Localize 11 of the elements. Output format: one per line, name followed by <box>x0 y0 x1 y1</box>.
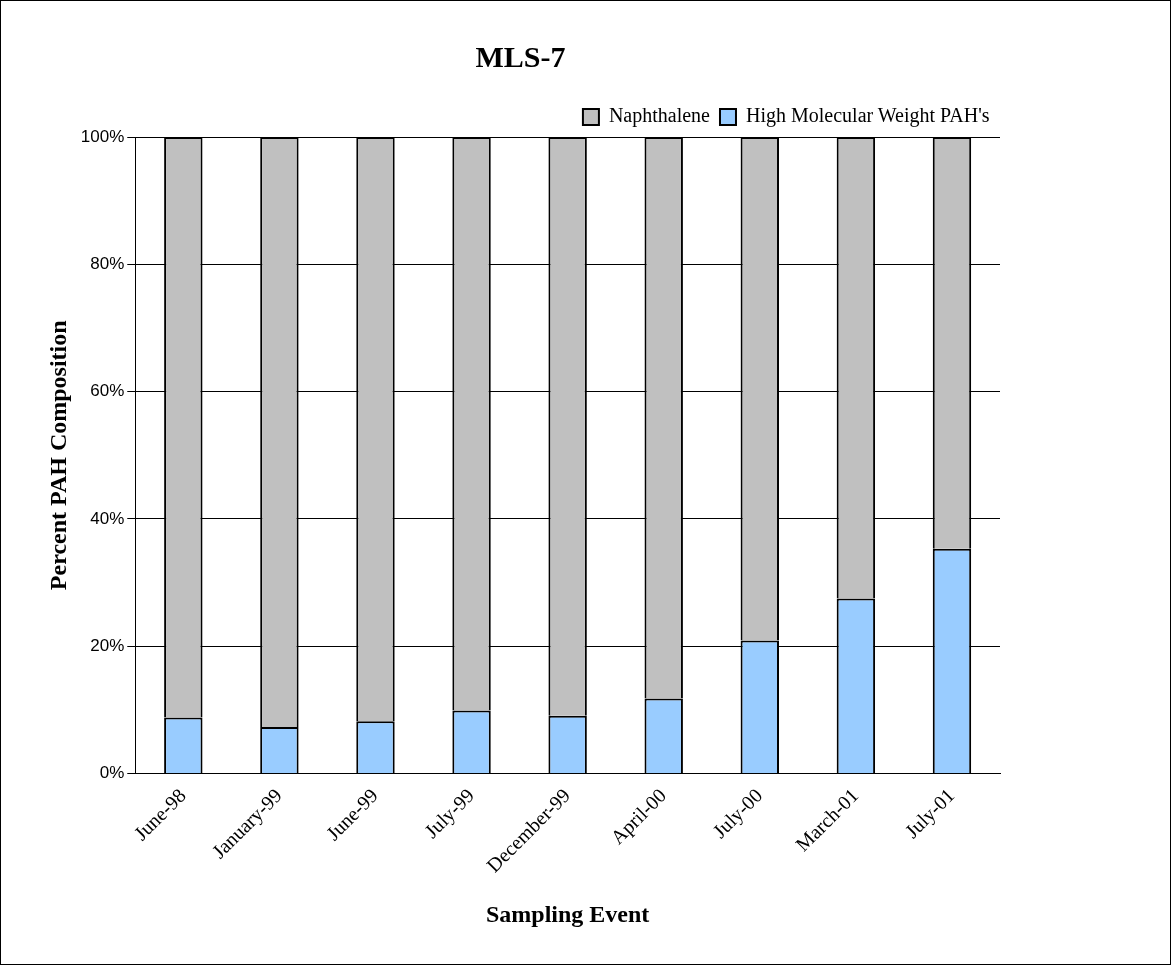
legend-label: Naphthalene <box>608 104 711 128</box>
y-tick-label: 40% <box>90 508 125 528</box>
y-tick-label: 60% <box>90 381 125 401</box>
chart-title: MLS-7 <box>475 39 566 73</box>
y-tick-label: 0% <box>99 763 125 783</box>
legend-label: High Molecular Weight PAH's <box>745 104 990 128</box>
y-tick-label: 100% <box>80 126 125 146</box>
y-tick-label: 80% <box>90 254 125 273</box>
y-tick-label: 20% <box>90 635 125 655</box>
y-axis-title: Percent PAH Composition <box>44 320 71 591</box>
x-axis-title: Sampling Event <box>485 900 650 927</box>
